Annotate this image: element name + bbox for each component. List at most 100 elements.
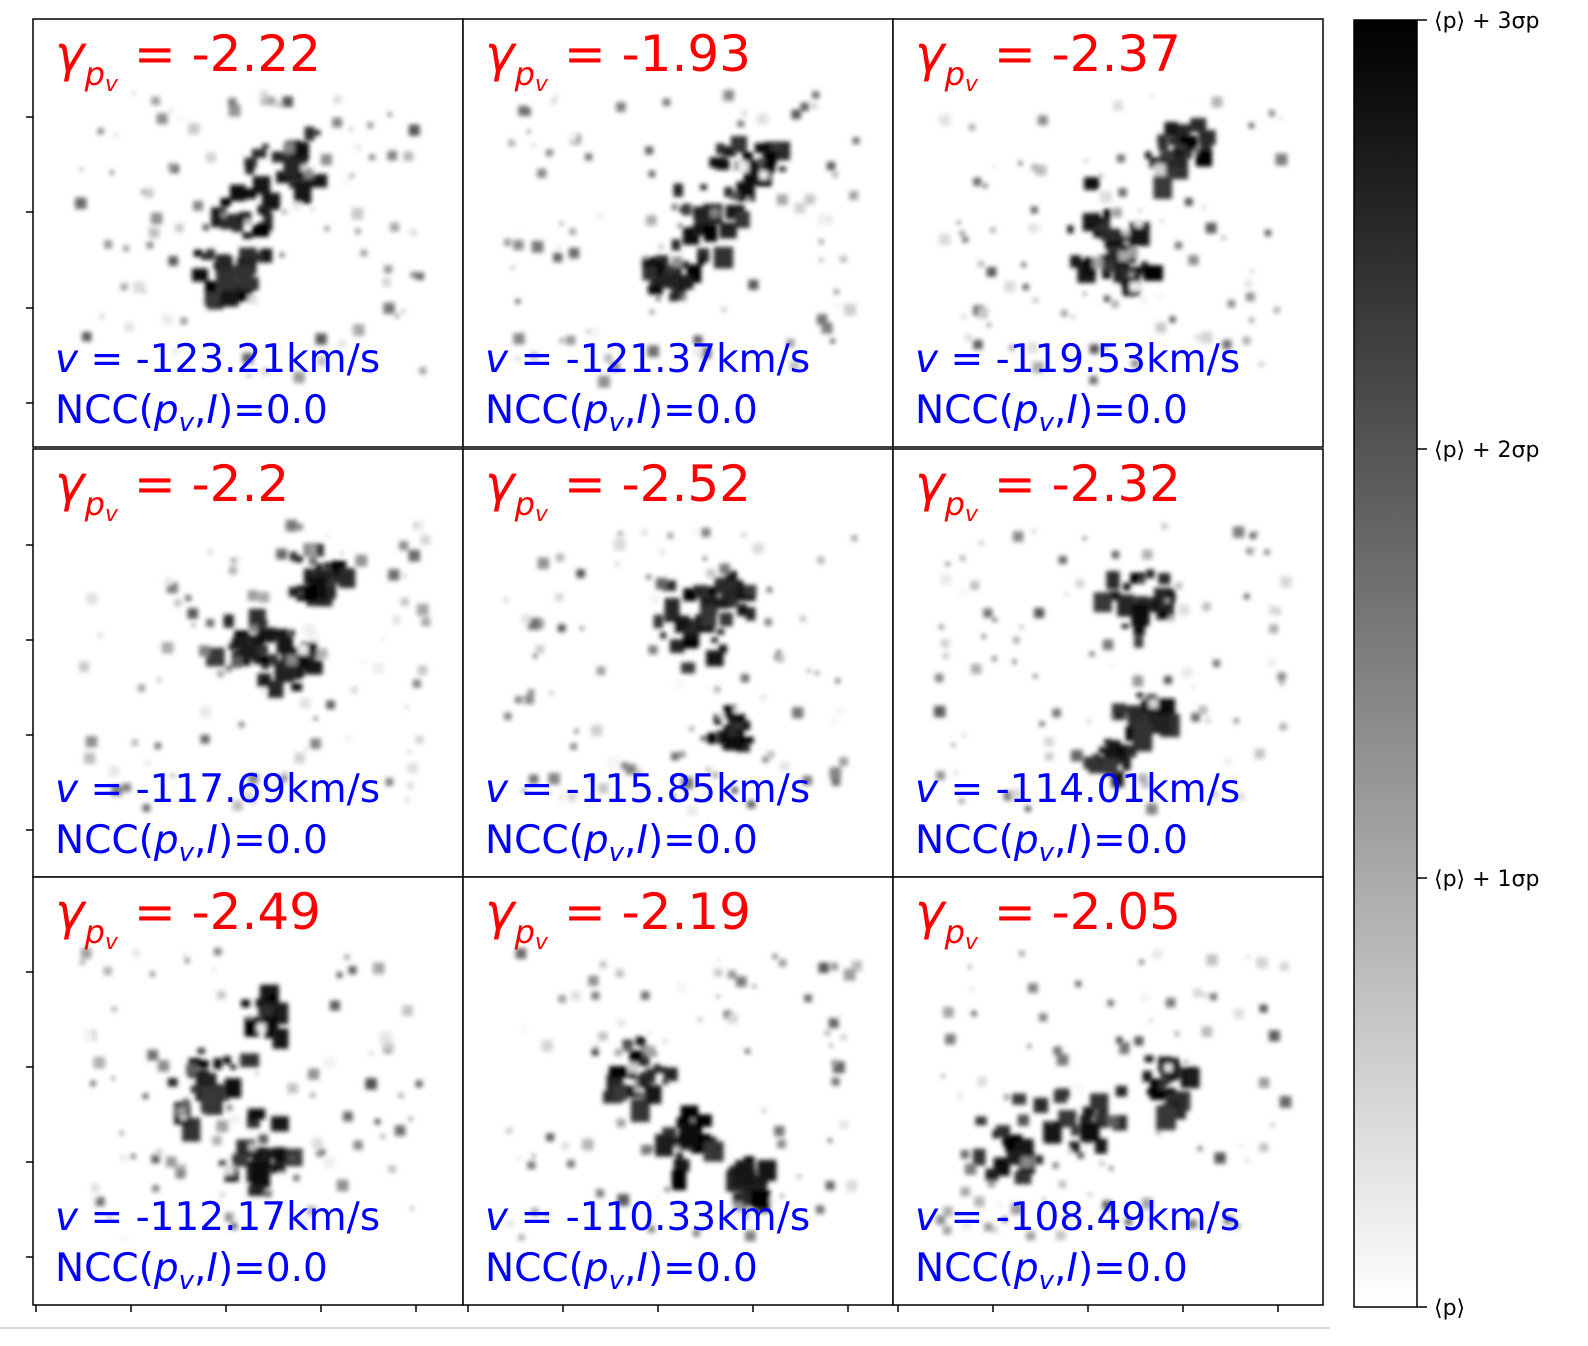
intensity-pixel (613, 1084, 628, 1101)
intensity-pixel (384, 265, 393, 274)
intensity-pixel (355, 228, 361, 235)
velocity-value: = -112.17km/s (78, 1195, 380, 1240)
intensity-pixel (609, 1066, 628, 1078)
intensity-pixel (1096, 217, 1105, 224)
intensity-pixel (95, 1196, 105, 1207)
intensity-pixel (987, 323, 991, 327)
intensity-pixel (1109, 663, 1115, 668)
intensity-pixel (1142, 1070, 1152, 1082)
intensity-pixel (218, 1160, 227, 1166)
intensity-pixel (1139, 959, 1144, 965)
velocity-label: v = -110.33km/s (485, 1195, 810, 1240)
ncc-label: NCC(pv,I)=0.0 (915, 818, 1188, 868)
velocity-label: v = -121.37km/s (485, 337, 810, 382)
intensity-pixel (320, 154, 332, 166)
intensity-pixel (669, 639, 685, 653)
intensity-pixel (241, 999, 250, 1008)
intensity-pixel (304, 168, 314, 179)
intensity-pixel (794, 202, 806, 214)
intensity-pixel (343, 1111, 353, 1122)
intensity-pixel (180, 317, 188, 325)
intensity-pixel (640, 1044, 646, 1049)
intensity-pixel (171, 774, 175, 778)
intensity-pixel (186, 1063, 198, 1076)
intensity-pixel (662, 1127, 677, 1139)
intensity-pixel (187, 608, 198, 619)
intensity-pixel (773, 655, 779, 660)
intensity-pixel (752, 984, 756, 989)
intensity-pixel (762, 756, 769, 763)
intensity-pixel (1136, 692, 1143, 698)
intensity-pixel (615, 969, 624, 978)
intensity-pixel (247, 1108, 266, 1120)
panel-frame (892, 876, 1324, 1306)
intensity-pixel (537, 168, 547, 178)
intensity-pixel (770, 1197, 777, 1204)
intensity-pixel (1080, 1115, 1087, 1120)
intensity-pixel (276, 100, 284, 108)
intensity-pixel (529, 774, 539, 784)
intensity-pixel (680, 1105, 699, 1124)
intensity-pixel (1113, 100, 1123, 111)
intensity-pixel (736, 181, 755, 202)
intensity-pixel (772, 954, 778, 959)
intensity-pixel (174, 599, 182, 607)
gamma-subscript: p (514, 55, 535, 93)
intensity-pixel (614, 1048, 623, 1057)
intensity-pixel (1277, 672, 1286, 681)
intensity-pixel (683, 588, 697, 602)
intensity-pixel (938, 624, 944, 630)
axes-ticks (26, 116, 1279, 1312)
intensity-pixel (1231, 777, 1236, 782)
intensity-pixel (955, 1091, 965, 1101)
intensity-pixel (647, 215, 657, 225)
intensity-pixel (339, 551, 344, 556)
gamma-symbol: γ (915, 25, 947, 83)
intensity-pixel (1256, 957, 1268, 969)
intensity-pixel (754, 143, 771, 154)
intensity-pixel (709, 157, 726, 168)
intensity-pixel (400, 597, 409, 606)
ncc-label: NCC(pv,I)=0.0 (485, 1246, 758, 1296)
intensity-pixel (719, 563, 730, 575)
intensity-pixel (662, 580, 677, 591)
ncc-label: NCC(pv,I)=0.0 (915, 1246, 1188, 1296)
intensity-pixel (166, 582, 178, 594)
intensity-pixel (108, 765, 120, 777)
intensity-pixel (716, 143, 725, 155)
intensity-pixel (202, 224, 210, 231)
intensity-pixel (407, 783, 414, 789)
intensity-pixel (706, 568, 716, 579)
intensity-pixel (1134, 1036, 1144, 1046)
intensity-pixel (1253, 546, 1259, 552)
gamma-value: = -2.52 (548, 455, 751, 513)
intensity-pixel (206, 249, 215, 261)
intensity-pixel (951, 743, 956, 747)
intensity-pixel (248, 1143, 256, 1151)
intensity-pixel (252, 225, 269, 237)
intensity-pixel (266, 96, 276, 106)
intensity-pixel (559, 338, 565, 343)
intensity-pixel (1121, 624, 1129, 629)
intensity-pixel (674, 1145, 679, 1150)
intensity-pixel (817, 213, 830, 226)
intensity-pixel (255, 1071, 259, 1075)
intensity-pixel (167, 1078, 178, 1087)
intensity-pixel (1214, 1152, 1226, 1164)
intensity-pixel (1111, 551, 1120, 559)
intensity-pixel (1124, 1041, 1130, 1047)
intensity-pixel (992, 656, 997, 661)
intensity-pixel (745, 607, 756, 621)
intensity-pixel (407, 750, 412, 754)
intensity-pixel (693, 585, 708, 594)
ncc-label: NCC(pv,I)=0.0 (55, 818, 328, 868)
intensity-pixel (1223, 757, 1233, 766)
intensity-pixel (692, 1229, 700, 1237)
intensity-pixel (1077, 1152, 1085, 1159)
intensity-pixel (405, 798, 409, 802)
velocity-value: = -119.53km/s (938, 337, 1240, 382)
intensity-pixel (157, 1060, 170, 1072)
intensity-pixel (1155, 322, 1167, 333)
intensity-pixel (1122, 229, 1130, 237)
